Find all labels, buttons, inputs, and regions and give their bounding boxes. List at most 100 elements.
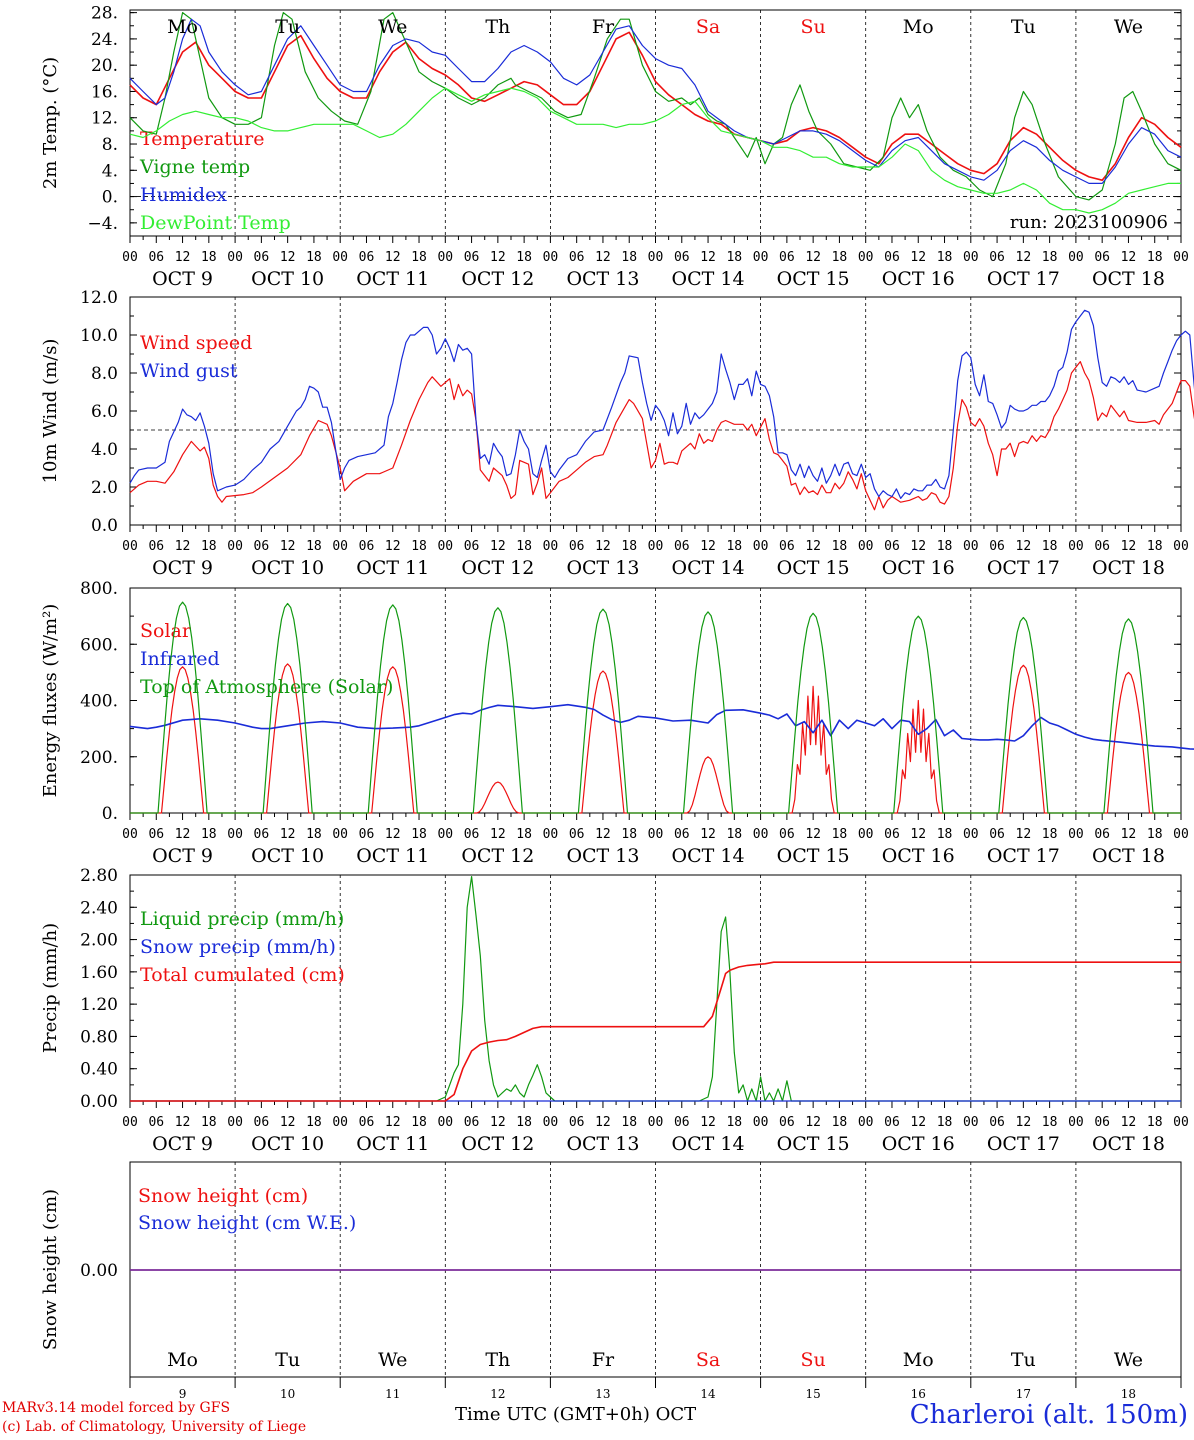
day-of-week-label: We (1114, 1349, 1143, 1371)
x-tick-label: 12 (280, 539, 296, 554)
x-tick-label: 12 (490, 1115, 506, 1130)
panel-1: 28. 24. 20. 16. 12. 8. 4. 0. −4. 2m Temp. (°C) 00 0… (40, 4, 1189, 290)
series-line-liquid-precip-mm-h (130, 876, 1181, 1102)
x-tick-label: 06 (254, 539, 270, 554)
day-number-label: 12 (490, 1387, 505, 1401)
day-of-week-label: We (1114, 16, 1143, 38)
date-label: OCT 12 (461, 557, 534, 579)
x-tick-label: 12 (490, 539, 506, 554)
legend-entry: Wind gust (140, 360, 238, 382)
x-tick-label: 18 (937, 539, 953, 554)
x-tick-label: 18 (726, 539, 742, 554)
date-label: OCT 16 (882, 1133, 955, 1155)
date-label: OCT 17 (987, 557, 1060, 579)
date-label: OCT 9 (152, 845, 213, 867)
x-tick-label: 18 (1042, 827, 1058, 842)
x-tick-label: 18 (516, 539, 532, 554)
day-of-week-label: Mo (903, 16, 934, 38)
day-number-label: 18 (1121, 1387, 1136, 1401)
x-tick-label: 12 (385, 539, 401, 554)
panel-5: 0.00 Snow height (cm) Snow height (cm) Snow… (40, 1161, 1182, 1378)
date-label: OCT 18 (1092, 1133, 1165, 1155)
x-tick-label: 12 (1016, 827, 1032, 842)
x-tick-label: 12 (175, 827, 191, 842)
footer-credits: MARv3.14 model forced by GFS (c) Lab. of… (2, 1399, 306, 1437)
day-of-week-label: Tu (275, 1349, 300, 1371)
x-tick-label: 00 (963, 827, 979, 842)
x-tick-label: 06 (464, 250, 480, 265)
x-tick-label: 12 (385, 1115, 401, 1130)
x-tick-label: 18 (411, 1115, 427, 1130)
panel-2: 12.0 10.0 8.0 6.0 4.0 2.0 0.0 10m Wind (m/s) 00 0… (40, 288, 1194, 579)
legend-entry: Wind speed (140, 332, 252, 354)
x-tick-label: 06 (674, 1115, 690, 1130)
x-tick-label: 18 (411, 250, 427, 265)
y-tick-label: 6.0 (91, 402, 118, 422)
x-tick-label: 00 (648, 539, 664, 554)
x-tick-label: 00 (227, 250, 243, 265)
x-tick-label: 06 (884, 539, 900, 554)
day-of-week-label: Mo (167, 1349, 198, 1371)
x-tick-label: 06 (1094, 1115, 1110, 1130)
x-tick-label: 18 (621, 1115, 637, 1130)
series-line-wind-speed (129, 361, 1194, 511)
x-tick-label: 12 (1121, 1115, 1137, 1130)
y-tick-label: 24. (91, 30, 118, 50)
x-tick-label: 18 (411, 827, 427, 842)
x-tick-label: 06 (884, 250, 900, 265)
x-tick-label: 00 (227, 827, 243, 842)
x-tick-label: 06 (359, 827, 375, 842)
x-tick-label: 06 (569, 1115, 585, 1130)
y-tick-label: 8.0 (91, 364, 118, 384)
date-label: OCT 18 (1092, 557, 1165, 579)
x-tick-label: 18 (937, 827, 953, 842)
x-tick-label: 00 (332, 250, 348, 265)
legend-entry: Total cumulated (cm) (140, 964, 345, 986)
x-tick-label: 12 (385, 827, 401, 842)
legend-entry: Snow precip (mm/h) (140, 936, 336, 958)
x-tick-label: 00 (332, 539, 348, 554)
x-tick-label: 18 (306, 250, 322, 265)
x-tick-label: 06 (148, 827, 164, 842)
day-of-week-label: We (378, 1349, 407, 1371)
x-tick-label: 18 (621, 539, 637, 554)
y-tick-label: −4. (88, 214, 118, 234)
x-tick-label: 18 (937, 250, 953, 265)
x-tick-label: 00 (858, 250, 874, 265)
date-label: OCT 16 (882, 557, 955, 579)
x-tick-label: 06 (359, 1115, 375, 1130)
date-label: OCT 12 (461, 268, 534, 290)
y-tick-label: 200. (80, 748, 118, 768)
x-tick-label: 18 (832, 827, 848, 842)
x-tick-label: 18 (726, 827, 742, 842)
x-tick-label: 18 (306, 1115, 322, 1130)
date-label: OCT 18 (1092, 845, 1165, 867)
x-tick-label: 12 (490, 250, 506, 265)
date-label: OCT 18 (1092, 268, 1165, 290)
x-tick-label: 12 (700, 539, 716, 554)
x-tick-label: 00 (227, 539, 243, 554)
x-tick-label: 12 (910, 1115, 926, 1130)
x-tick-label: 00 (648, 250, 664, 265)
y-tick-label: 2.00 (80, 931, 118, 951)
x-tick-label: 12 (175, 539, 191, 554)
date-label: OCT 14 (672, 268, 745, 290)
day-of-week-label: Sa (696, 16, 720, 38)
day-number-label: 9 (179, 1387, 187, 1401)
x-tick-label: 06 (148, 250, 164, 265)
day-of-week-label: Th (485, 16, 510, 38)
day-of-week-label: Tu (1011, 16, 1036, 38)
x-tick-label: 06 (254, 1115, 270, 1130)
x-tick-label: 06 (989, 539, 1005, 554)
x-tick-label: 00 (858, 539, 874, 554)
y-tick-label: 0. (102, 804, 118, 824)
y-tick-label: 16. (91, 82, 118, 102)
date-label: OCT 14 (672, 845, 745, 867)
x-tick-label: 06 (1094, 250, 1110, 265)
x-tick-label: 18 (201, 1115, 217, 1130)
y-tick-label: 4. (102, 161, 118, 181)
series-line-infrared (129, 703, 1194, 750)
y-tick-label: 1.60 (80, 963, 118, 983)
station-name: Charleroi (alt. 150m) (909, 1400, 1188, 1430)
